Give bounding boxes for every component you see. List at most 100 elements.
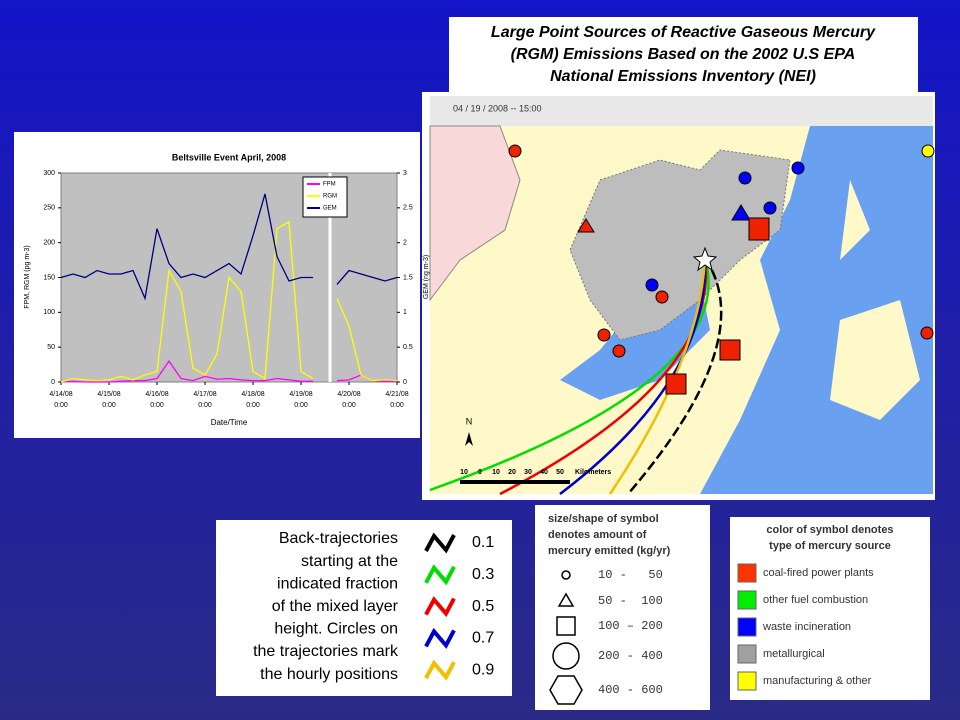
- color-label: metallurgical: [763, 648, 825, 660]
- trajectory-swatch: [424, 532, 456, 554]
- size-legend-title: denotes amount of: [548, 529, 647, 541]
- y-tick-label: 150: [43, 274, 55, 281]
- size-label: 10 - 50: [598, 568, 663, 582]
- x-tick-label: 4/17/08 0:00: [193, 391, 216, 409]
- trajectory-description: height. Circles on: [274, 621, 398, 638]
- size-symbol: [556, 616, 576, 636]
- x-tick-label: 4/21/08 0:00: [385, 391, 408, 409]
- source: [645, 278, 659, 292]
- trajectory-swatch: [424, 627, 456, 649]
- chart-title: Beltsville Event April, 2008: [172, 152, 286, 162]
- y2-tick-label: 1.5: [403, 274, 413, 281]
- trajectory-description: the trajectories mark: [253, 643, 399, 660]
- trajectory-description: of the mixed layer: [272, 598, 399, 615]
- trajectory-swatch: [424, 596, 456, 618]
- scale-label: 20: [508, 469, 516, 476]
- map-title: (RGM) Emissions Based on the 2002 U.S EP…: [511, 46, 856, 63]
- x-tick-label: 4/14/08 0:00: [49, 391, 72, 409]
- trajectory-value: 0.7: [472, 630, 494, 647]
- color-swatch: [737, 563, 757, 583]
- map-timestamp: 04 / 19 / 2008 -- 15:00: [453, 103, 542, 113]
- scale-label: 10: [492, 469, 500, 476]
- size-label: 400 - 600: [598, 683, 663, 697]
- source: [748, 217, 770, 241]
- scale-label: 50: [556, 469, 564, 476]
- y2-tick-label: 2: [403, 240, 407, 247]
- size-label: 200 - 400: [598, 649, 663, 663]
- trajectory-value: 0.3: [472, 566, 494, 583]
- legend-label: FPM: [323, 182, 336, 188]
- source: [665, 373, 687, 395]
- map-header: [430, 96, 933, 126]
- color-label: coal-fired power plants: [763, 567, 874, 579]
- north-label: N: [466, 416, 473, 426]
- y-tick-label: 200: [43, 240, 55, 247]
- scale-label: 0: [478, 469, 482, 476]
- x-tick-label: 4/20/08 0:00: [337, 391, 360, 409]
- color-label: waste incineration: [762, 621, 851, 633]
- trajectory-description: indicated fraction: [277, 575, 398, 592]
- source: [791, 161, 805, 175]
- y2-tick-label: 0: [403, 379, 407, 386]
- size-legend-title: mercury emitted (kg/yr): [548, 545, 671, 557]
- scale-unit: Kilometers: [575, 469, 611, 476]
- color-label: other fuel combustion: [763, 594, 868, 606]
- map-title-box: [449, 17, 918, 93]
- trajectory-value: 0.9: [472, 661, 494, 678]
- color-legend-title: color of symbol denotes: [766, 524, 893, 536]
- trajectory-value: 0.5: [472, 598, 494, 615]
- size-symbol: [549, 675, 583, 705]
- color-swatch: [737, 644, 757, 664]
- north-arrow: [465, 432, 473, 446]
- trajectory: [429, 257, 710, 492]
- x-axis-label: Date/Time: [211, 418, 248, 427]
- scale-label: 10: [460, 469, 468, 476]
- trajectory-description: starting at the: [301, 553, 398, 570]
- color-label: manufacturing & other: [763, 675, 872, 687]
- source: [731, 204, 751, 221]
- color-swatch: [737, 617, 757, 637]
- y-tick-label: 300: [43, 170, 55, 177]
- source: [655, 290, 669, 304]
- source: [763, 201, 777, 215]
- trajectory: [608, 257, 707, 495]
- size-label: 100 – 200: [598, 619, 663, 633]
- color-legend-title: type of mercury source: [769, 540, 891, 552]
- source: [719, 339, 741, 361]
- size-legend-title: size/shape of symbol: [548, 513, 659, 525]
- series-line: [60, 220, 398, 383]
- content: Large Point Sources of Reactive Gaseous …: [24, 24, 894, 705]
- scale: 10 0 10 20 30 40 50 Kilometers: [460, 469, 611, 476]
- trajectory: [627, 257, 723, 495]
- color-swatch: [737, 590, 757, 610]
- scale-bar: [460, 480, 570, 484]
- trajectory-legend-box: [216, 520, 512, 696]
- y2-tick-label: 3: [403, 170, 407, 177]
- source: [921, 144, 935, 158]
- legend-label: GEM: [323, 206, 337, 212]
- y2-tick-label: 1: [403, 309, 407, 316]
- source: [597, 328, 611, 342]
- size-symbol: [561, 570, 571, 580]
- color-legend-box: [730, 517, 930, 700]
- trajectory-swatch: [424, 564, 456, 586]
- y-tick-label: 50: [47, 344, 55, 351]
- legend-label: RGM: [323, 194, 337, 200]
- size-symbol: [552, 642, 580, 670]
- source: [508, 144, 522, 158]
- scale-label: 40: [540, 469, 548, 476]
- y2-tick-label: 2.5: [403, 205, 413, 212]
- x-tick-label: 4/19/08 0:00: [289, 391, 312, 409]
- map-island: [830, 300, 920, 420]
- size-symbol: [557, 592, 575, 607]
- x-tick-label: 4/15/08 0:00: [97, 391, 120, 409]
- x-tick-label: 4/16/08 0:00: [145, 391, 168, 409]
- y-tick-label: 0: [51, 379, 55, 386]
- map-urban: [569, 149, 791, 341]
- trajectory-description: the hourly positions: [260, 666, 398, 683]
- source: [920, 326, 934, 340]
- trajectory-value: 0.1: [472, 534, 494, 551]
- map: 04 / 19 / 2008 -- 15:00 N 10 0 10 20 30 40 50 K…: [422, 92, 935, 500]
- map-region: [429, 125, 521, 302]
- y-tick-label: 100: [43, 309, 55, 316]
